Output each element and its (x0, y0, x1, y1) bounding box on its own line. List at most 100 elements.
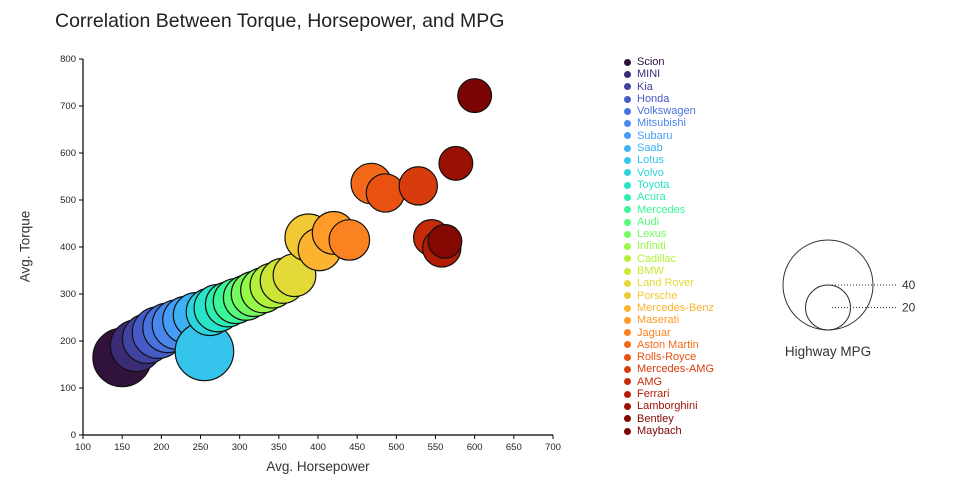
legend-swatch (624, 107, 631, 115)
x-tick-label: 500 (388, 442, 404, 453)
legend-swatch (624, 378, 631, 386)
legend-swatch (624, 390, 631, 398)
legend-label: Mercedes-Benz (637, 301, 715, 314)
bubble-bentley[interactable] (427, 223, 463, 259)
legend-label: Scion (637, 56, 665, 68)
size-legend-circle-20 (805, 284, 851, 331)
legend-item-aston-martin[interactable]: Aston Martin (624, 339, 784, 351)
x-tick-label: 350 (271, 442, 287, 453)
legend-label: Lamborghini (637, 400, 698, 413)
legend-item-audi[interactable]: Audi (624, 216, 784, 228)
size-legend: 40 20 Highway MPG (758, 228, 948, 359)
y-tick-label: 500 (60, 195, 76, 206)
x-tick-label: 550 (428, 442, 444, 453)
legend-swatch (624, 279, 631, 287)
legend-label: Mitsubishi (637, 117, 686, 130)
size-legend-value: 40 (902, 278, 916, 292)
legend-swatch (624, 144, 631, 152)
legend-item-mitsubishi[interactable]: Mitsubishi (624, 117, 784, 129)
legend-item-maybach[interactable]: Maybach (624, 425, 784, 437)
legend-item-subaru[interactable]: Subaru (624, 130, 784, 142)
bubble-jaguar[interactable] (328, 219, 371, 261)
legend-label: Land Rover (637, 277, 694, 290)
legend-item-porsche[interactable]: Porsche (624, 290, 784, 302)
legend-label: Rolls-Royce (637, 351, 697, 364)
legend-swatch (624, 402, 631, 410)
legend-item-land-rover[interactable]: Land Rover (624, 277, 784, 289)
y-tick-label: 600 (60, 148, 76, 159)
legend-item-bentley[interactable]: Bentley (624, 413, 784, 425)
legend-item-ferrari[interactable]: Ferrari (624, 388, 784, 400)
brand-legend: Scion MINI Kia Honda Volkswagen Mitsubishi Sub… (624, 56, 784, 437)
legend-label: MINI (637, 68, 661, 81)
legend-label: BMW (637, 265, 664, 278)
legend-item-lexus[interactable]: Lexus (624, 228, 784, 240)
x-tick-label: 200 (153, 442, 169, 453)
x-tick-label: 600 (467, 442, 483, 453)
legend-item-bmw[interactable]: BMW (624, 265, 784, 277)
y-tick-label: 0 (71, 430, 76, 441)
legend-item-scion[interactable]: Scion (624, 56, 784, 68)
x-axis-label: Avg. Horsepower (266, 459, 370, 474)
legend-item-volvo[interactable]: Volvo (624, 167, 784, 179)
legend-swatch (624, 304, 631, 312)
legend-swatch (624, 255, 631, 263)
legend-label: Ferrari (637, 388, 670, 401)
legend-item-maserati[interactable]: Maserati (624, 314, 784, 326)
legend-label: Mercedes-AMG (637, 363, 715, 376)
legend-item-mercedes-benz[interactable]: Mercedes-Benz (624, 302, 784, 314)
x-tick-label: 250 (193, 442, 209, 453)
x-tick-label: 400 (310, 442, 326, 453)
legend-item-lamborghini[interactable]: Lamborghini (624, 400, 784, 412)
legend-item-mini[interactable]: MINI (624, 68, 784, 80)
legend-label: Maybach (637, 424, 682, 437)
size-legend-caption: Highway MPG (784, 344, 872, 359)
bubble-maybach[interactable] (457, 78, 493, 114)
legend-label: Subaru (637, 129, 673, 142)
legend-item-lotus[interactable]: Lotus (624, 154, 784, 166)
legend-swatch (624, 206, 631, 214)
y-tick-label: 300 (60, 289, 76, 300)
legend-item-saab[interactable]: Saab (624, 142, 784, 154)
x-tick-label: 150 (114, 442, 130, 453)
legend-swatch (624, 58, 631, 66)
legend-item-mercedes[interactable]: Mercedes (624, 204, 784, 216)
legend-swatch (624, 218, 631, 226)
legend-label: Porsche (637, 289, 678, 302)
legend-item-acura[interactable]: Acura (624, 191, 784, 203)
x-tick-label: 700 (545, 442, 561, 453)
legend-swatch (624, 169, 631, 177)
legend-swatch (624, 427, 631, 435)
legend-swatch (624, 193, 631, 201)
legend-label: Mercedes (637, 203, 686, 216)
y-tick-label: 800 (60, 54, 76, 65)
legend-item-kia[interactable]: Kia (624, 81, 784, 93)
bubble-rolls-royce[interactable] (365, 173, 406, 213)
legend-swatch (624, 83, 631, 91)
legend-item-toyota[interactable]: Toyota (624, 179, 784, 191)
y-tick-label: 200 (60, 336, 76, 347)
legend-label: Aston Martin (637, 338, 699, 351)
legend-swatch (624, 366, 631, 374)
x-tick-label: 650 (506, 442, 522, 453)
legend-item-infiniti[interactable]: Infiniti (624, 240, 784, 252)
legend-label: Volvo (637, 166, 664, 179)
legend-label: Saab (637, 142, 663, 155)
legend-label: AMG (637, 375, 663, 388)
legend-item-mercedes-amg[interactable]: Mercedes-AMG (624, 363, 784, 375)
legend-swatch (624, 230, 631, 238)
legend-swatch (624, 316, 631, 324)
legend-label: Maserati (637, 314, 680, 327)
legend-item-rolls-royce[interactable]: Rolls-Royce (624, 351, 784, 363)
size-legend-value: 20 (902, 301, 916, 315)
legend-item-jaguar[interactable]: Jaguar (624, 327, 784, 339)
legend-label: Volkswagen (637, 105, 696, 118)
bubble-mercedes-amg[interactable] (398, 166, 438, 206)
bubble-lamborghini[interactable] (438, 145, 474, 181)
legend-item-volkswagen[interactable]: Volkswagen (624, 105, 784, 117)
legend-item-amg[interactable]: AMG (624, 376, 784, 388)
legend-item-honda[interactable]: Honda (624, 93, 784, 105)
legend-item-cadillac[interactable]: Cadillac (624, 253, 784, 265)
legend-swatch (624, 132, 631, 140)
chart-title: Correlation Between Torque, Horsepower, … (55, 10, 505, 32)
